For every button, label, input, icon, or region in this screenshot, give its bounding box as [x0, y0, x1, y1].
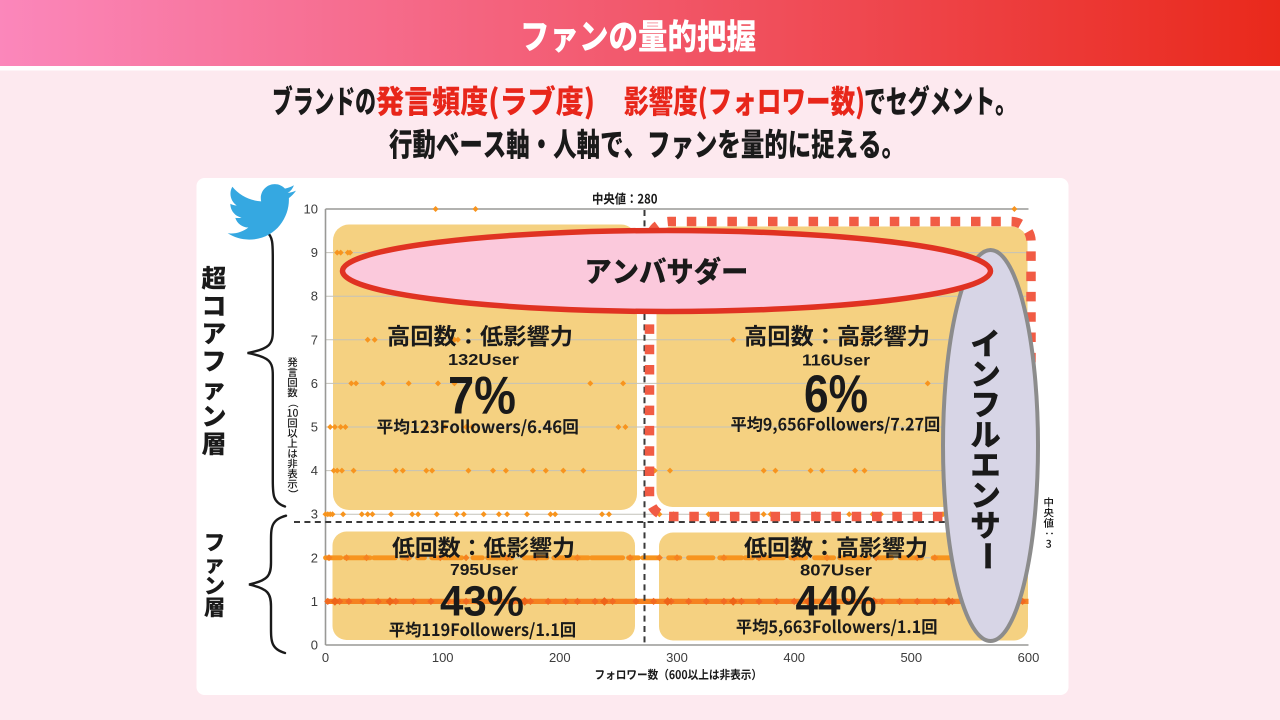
svg-text:132User: 132User — [448, 352, 519, 369]
svg-text:0: 0 — [322, 650, 329, 665]
svg-text:116User: 116User — [802, 353, 870, 370]
svg-text:7: 7 — [311, 332, 318, 347]
svg-text:1: 1 — [311, 594, 318, 609]
svg-text:6: 6 — [311, 376, 318, 391]
svg-text:2: 2 — [311, 550, 318, 565]
svg-text:44%: 44% — [796, 578, 877, 626]
svg-text:43%: 43% — [440, 578, 524, 626]
svg-text:600: 600 — [1018, 650, 1040, 665]
svg-text:795User: 795User — [450, 562, 518, 579]
svg-text:10: 10 — [304, 202, 318, 217]
svg-text:100: 100 — [432, 650, 454, 665]
svg-text:3: 3 — [311, 507, 318, 522]
svg-text:4: 4 — [311, 463, 318, 478]
svg-text:7%: 7% — [448, 367, 516, 426]
svg-text:807User: 807User — [800, 563, 872, 580]
svg-text:300: 300 — [666, 650, 688, 665]
svg-text:9: 9 — [311, 245, 318, 260]
svg-text:500: 500 — [900, 650, 922, 665]
svg-text:200: 200 — [549, 650, 571, 665]
svg-text:8: 8 — [311, 289, 318, 304]
svg-text:6%: 6% — [804, 365, 868, 424]
svg-text:5: 5 — [311, 420, 318, 435]
svg-text:0: 0 — [311, 638, 318, 653]
svg-text:400: 400 — [783, 650, 805, 665]
